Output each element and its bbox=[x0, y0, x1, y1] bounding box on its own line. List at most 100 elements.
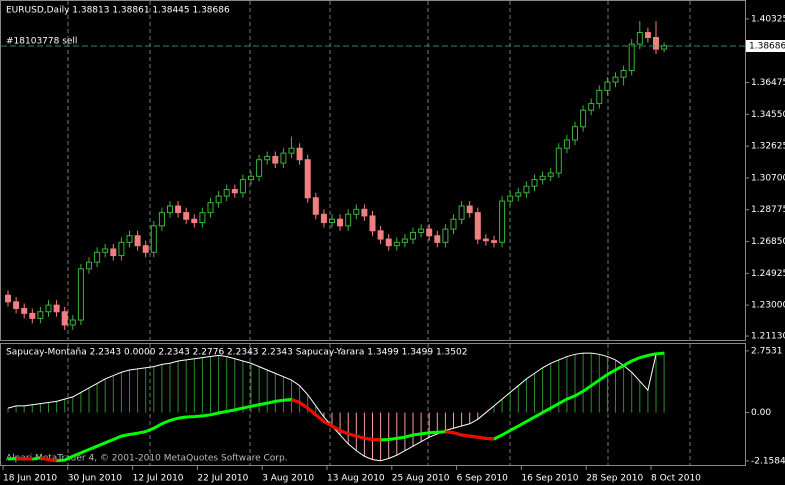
candle-body bbox=[547, 172, 554, 177]
candle-body bbox=[21, 307, 28, 314]
candle-body bbox=[410, 231, 416, 240]
y-tick-label: 1.30700 bbox=[751, 173, 785, 183]
candle-body bbox=[296, 147, 303, 161]
y-tick-label: 0.00 bbox=[751, 408, 771, 418]
candle-body bbox=[515, 192, 522, 197]
candle-body bbox=[466, 205, 473, 214]
candle-body bbox=[474, 212, 481, 240]
candle-body bbox=[248, 175, 254, 181]
indicator-down-segment bbox=[347, 432, 357, 438]
candle-body bbox=[418, 228, 425, 233]
candle-body bbox=[377, 230, 384, 240]
candle-body bbox=[507, 195, 514, 202]
indicator-down-segment bbox=[314, 413, 325, 423]
candle-body bbox=[337, 218, 344, 227]
candle-body bbox=[53, 304, 60, 313]
candle-body bbox=[215, 195, 222, 204]
candle-body bbox=[199, 212, 206, 224]
candle-body bbox=[86, 261, 92, 270]
candle-body bbox=[653, 37, 659, 50]
indicator-down-segment bbox=[40, 456, 49, 462]
candle-body bbox=[77, 268, 84, 321]
candle-body bbox=[523, 185, 530, 194]
x-tick-label: 25 Aug 2010 bbox=[392, 474, 450, 484]
y-tick-label: 1.40325 bbox=[751, 14, 785, 24]
candle-body bbox=[531, 179, 538, 187]
indicator-down-segment bbox=[298, 401, 309, 410]
candle-body bbox=[369, 215, 376, 232]
indicator-down-segment bbox=[323, 420, 333, 428]
y-tick-label: 1.23000 bbox=[751, 301, 785, 311]
candle-body bbox=[661, 45, 668, 50]
candle-body bbox=[555, 147, 562, 174]
x-tick-label: 28 Sep 2010 bbox=[586, 474, 643, 484]
candle-body bbox=[183, 212, 190, 220]
candle-body bbox=[580, 109, 587, 128]
candle-body bbox=[612, 76, 619, 83]
candle-body bbox=[345, 213, 352, 227]
candle-body bbox=[288, 147, 295, 154]
candle-body bbox=[280, 152, 287, 164]
y-tick-label: 2.7531 bbox=[751, 346, 783, 356]
candle-body bbox=[134, 235, 141, 247]
candle-body bbox=[191, 218, 198, 224]
x-tick-label: 12 Jul 2010 bbox=[133, 474, 184, 484]
candle-body bbox=[563, 139, 570, 149]
x-tick-label: 8 Oct 2010 bbox=[651, 474, 701, 484]
indicator-down-segment bbox=[355, 434, 365, 440]
x-tick-label: 18 Jun 2010 bbox=[3, 474, 57, 484]
y-tick-label: 1.36475 bbox=[751, 78, 785, 88]
candle-body bbox=[223, 188, 230, 197]
candle-body bbox=[272, 155, 279, 164]
indicator-down-segment bbox=[339, 429, 349, 436]
candle-body bbox=[110, 248, 117, 257]
indicator-line bbox=[7, 351, 665, 462]
indicator-down-segment bbox=[306, 406, 317, 416]
y-tick-label: -2.1584 bbox=[751, 456, 785, 466]
y-tick-label: 1.24925 bbox=[751, 269, 785, 279]
candle-body bbox=[361, 208, 368, 217]
candle-body bbox=[126, 235, 133, 243]
candle-body bbox=[264, 155, 271, 161]
y-tick-label: 1.26850 bbox=[751, 237, 785, 247]
candle-body bbox=[150, 225, 157, 253]
candle-body bbox=[644, 32, 651, 39]
candle-body bbox=[596, 89, 603, 105]
candle-body bbox=[401, 238, 408, 243]
indicator-down-segment bbox=[453, 431, 462, 437]
candle-body bbox=[353, 208, 360, 215]
main-panel bbox=[0, 0, 746, 341]
y-tick-label: 1.28775 bbox=[751, 205, 785, 215]
candle-body bbox=[5, 294, 11, 303]
indicator-down-segment bbox=[48, 458, 57, 463]
candle-body bbox=[45, 304, 52, 313]
candle-body bbox=[588, 103, 595, 111]
candle-body bbox=[167, 205, 173, 214]
indicator-down-segment bbox=[290, 398, 301, 404]
indicator-down-segment bbox=[469, 434, 479, 439]
candle-body bbox=[94, 251, 101, 263]
candle-body bbox=[320, 213, 327, 224]
candle-body bbox=[304, 159, 311, 199]
candle-body bbox=[458, 205, 465, 220]
x-tick-label: 30 Jun 2010 bbox=[68, 474, 122, 484]
candle-body bbox=[628, 43, 635, 72]
candle-body bbox=[393, 241, 400, 247]
candle-body bbox=[620, 70, 627, 78]
candle-body bbox=[539, 175, 546, 181]
candle-body bbox=[69, 319, 76, 326]
candle-body bbox=[636, 32, 643, 45]
candle-body bbox=[175, 205, 182, 214]
candle-body bbox=[239, 179, 246, 194]
y-tick-label: 1.21130 bbox=[751, 332, 785, 342]
candle-body bbox=[29, 312, 36, 319]
copyright: Alpari MetaTrader 4, © 2001-2010 MetaQuo… bbox=[6, 454, 288, 464]
candle-body bbox=[499, 200, 506, 243]
price-label: 1.38686 bbox=[749, 42, 785, 52]
indicator-down-segment bbox=[461, 433, 470, 438]
candle-body bbox=[426, 228, 433, 237]
indicator-down-segment bbox=[445, 430, 454, 435]
candle-body bbox=[37, 311, 44, 319]
indicator-down-segment bbox=[485, 436, 495, 441]
